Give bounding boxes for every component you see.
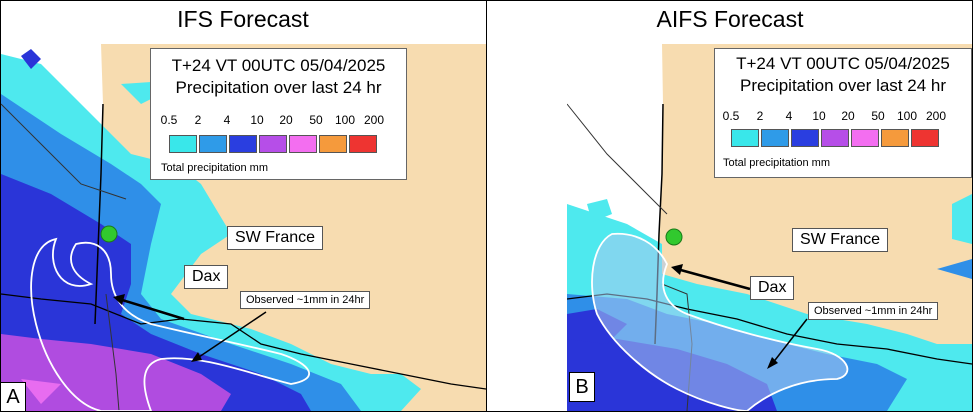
dax-arrow [676, 267, 751, 291]
region-label: SW France [792, 228, 889, 252]
observed-label: Observed ~1mm in 24hr [808, 302, 939, 320]
panel-b-legend: T+24 VT 00UTC 05/04/2025 Precipitation o… [714, 48, 972, 178]
swatch-5 [881, 129, 909, 147]
dax-label: Dax [750, 276, 795, 300]
swatch-0 [731, 129, 759, 147]
panel-a-legend: T+24 VT 00UTC 05/04/2025 Precipitation o… [150, 48, 407, 180]
swatch-4 [851, 129, 879, 147]
dax-label: Dax [184, 265, 229, 289]
coastline [94, 103, 104, 325]
panel-divider [486, 0, 487, 412]
observed-contour [30, 237, 310, 411]
dax-marker [665, 228, 683, 246]
swatch-3 [821, 129, 849, 147]
swatch-1 [199, 135, 227, 153]
dax-marker [100, 225, 118, 243]
observed-contour [591, 232, 849, 411]
swatch-2 [791, 129, 819, 147]
swatch-6 [349, 135, 377, 153]
panel-letter: A [0, 382, 26, 412]
swatch-3 [259, 135, 287, 153]
region-label: SW France [227, 226, 324, 250]
legend-title-line1: T+24 VT 00UTC 05/04/2025 [171, 56, 386, 75]
swatch-4 [289, 135, 317, 153]
border-line [1, 293, 486, 390]
swatch-6 [911, 129, 939, 147]
scale-labels: 0.5 2 4 10 20 50 100 200 [160, 113, 385, 127]
color-scale [169, 135, 379, 153]
observed-label: Observed ~1mm in 24hr [240, 291, 371, 309]
unit-label: Total precipitation mm [723, 157, 830, 169]
swatch-0 [169, 135, 197, 153]
panel-b-title: AIFS Forecast [656, 6, 804, 32]
legend-title-line2: Precipitation over last 24 hr [740, 76, 946, 95]
dax-arrow [118, 297, 185, 321]
scale-labels: 0.5 2 4 10 20 50 100 200 [722, 109, 947, 123]
swatch-1 [761, 129, 789, 147]
swatch-5 [319, 135, 347, 153]
observed-arrow [771, 318, 808, 365]
observed-arrow [195, 311, 267, 360]
panel-letter: B [569, 372, 595, 402]
panel-a-title: IFS Forecast [177, 6, 309, 32]
legend-title-line1: T+24 VT 00UTC 05/04/2025 [736, 54, 950, 73]
unit-label: Total precipitation mm [161, 162, 268, 174]
swatch-2 [229, 135, 257, 153]
legend-title-line2: Precipitation over last 24 hr [175, 78, 382, 97]
color-scale [731, 129, 941, 147]
